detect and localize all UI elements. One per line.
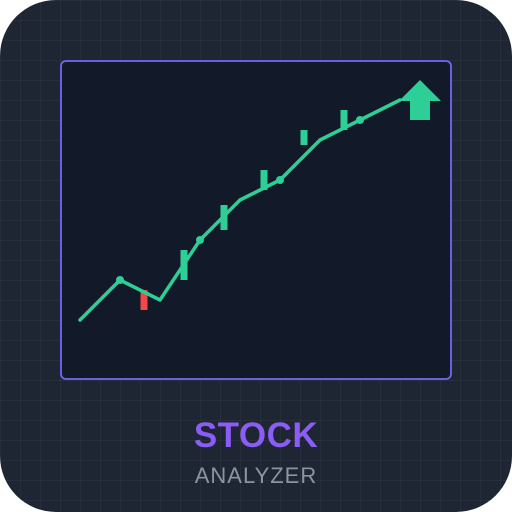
arrow-up-icon [399, 80, 441, 120]
candle-4 [260, 170, 268, 190]
data-point-2 [196, 236, 204, 244]
candle-6 [340, 110, 348, 130]
data-point-4 [356, 116, 364, 124]
price-line [78, 98, 402, 322]
data-points [116, 116, 364, 284]
data-point-1 [116, 276, 124, 284]
chart-panel [60, 60, 452, 380]
candle-5 [300, 130, 308, 145]
candle-1 [140, 290, 148, 310]
data-point-3 [276, 176, 284, 184]
app-subtitle: ANALYZER [194, 463, 318, 488]
app-title: STOCK [193, 416, 319, 455]
